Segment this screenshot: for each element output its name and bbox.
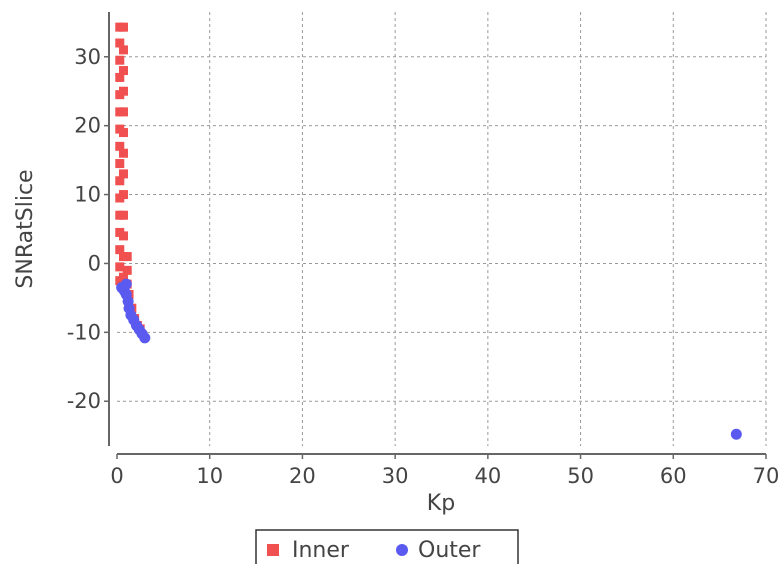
data-point-outer xyxy=(730,428,742,440)
x-tick-label: 20 xyxy=(289,464,316,488)
x-tick-label: 70 xyxy=(753,464,780,488)
data-point-inner xyxy=(118,272,128,282)
data-point-inner xyxy=(118,45,128,55)
data-point-inner xyxy=(122,265,132,275)
data-point-inner xyxy=(115,262,125,272)
data-point-inner xyxy=(118,210,128,220)
data-point-inner xyxy=(118,22,128,32)
legend-inner-swatch xyxy=(267,544,279,556)
legend-outer-label: Outer xyxy=(418,538,481,563)
y-axis-ticks: -20 -10 0 10 20 30 xyxy=(67,45,109,413)
legend-box xyxy=(255,529,519,564)
plot-background xyxy=(117,12,766,446)
data-point-inner xyxy=(118,169,128,179)
data-point-inner xyxy=(118,66,128,76)
data-point-inner xyxy=(118,148,128,158)
x-tick-label: 0 xyxy=(110,464,123,488)
data-point-inner xyxy=(115,72,125,82)
y-tick-label: 30 xyxy=(74,45,101,69)
data-point-inner xyxy=(118,190,128,200)
x-tick-label: 10 xyxy=(196,464,223,488)
x-axis-title: Kp xyxy=(427,491,455,516)
y-tick-label: 20 xyxy=(74,114,101,138)
data-point-inner xyxy=(118,128,128,138)
legend-outer-swatch xyxy=(396,544,408,556)
y-tick-label: -20 xyxy=(67,389,101,413)
data-marks xyxy=(115,22,742,440)
data-point-outer xyxy=(120,278,132,290)
x-tick-label: 30 xyxy=(382,464,409,488)
data-point-inner xyxy=(115,55,125,65)
y-axis-title: SNRatSlice xyxy=(13,169,38,288)
data-point-inner xyxy=(118,86,128,96)
legend: Inner Outer xyxy=(255,529,519,564)
data-point-inner xyxy=(115,159,125,169)
x-tick-label: 50 xyxy=(567,464,594,488)
data-point-inner xyxy=(115,245,125,255)
data-point-inner xyxy=(118,231,128,241)
y-tick-label: 10 xyxy=(74,183,101,207)
x-tick-label: 60 xyxy=(660,464,687,488)
x-axis-ticks: 0 10 20 30 40 50 60 70 xyxy=(110,454,779,488)
data-point-inner xyxy=(122,252,132,262)
data-point-inner xyxy=(115,141,125,151)
data-point-inner xyxy=(115,176,125,186)
y-tick-label: -10 xyxy=(67,320,101,344)
x-tick-label: 40 xyxy=(474,464,501,488)
data-point-outer xyxy=(139,332,151,344)
data-point-inner xyxy=(118,107,128,117)
data-point-inner xyxy=(115,38,125,48)
legend-inner-label: Inner xyxy=(292,538,350,563)
y-tick-label: 0 xyxy=(88,251,101,275)
grid-lines xyxy=(117,12,767,446)
